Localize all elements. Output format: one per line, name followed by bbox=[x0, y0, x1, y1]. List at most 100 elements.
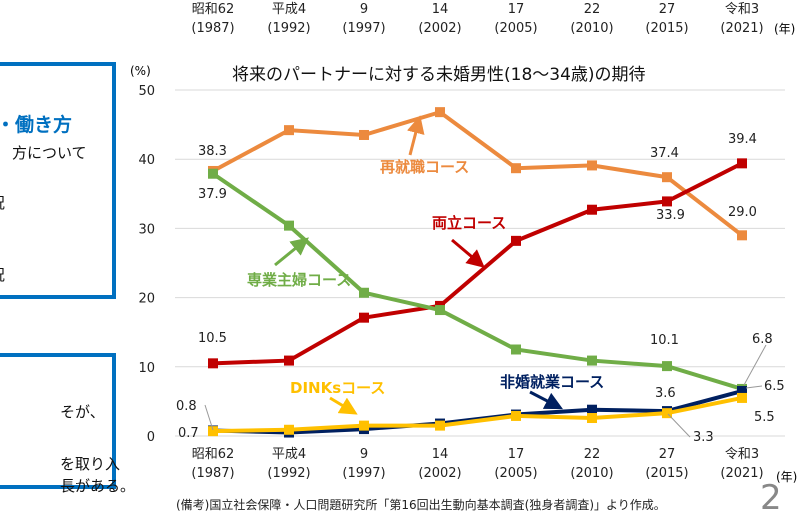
x-tick-label: 9 (1997) bbox=[329, 445, 399, 483]
x-tick-line: 27 bbox=[658, 2, 676, 17]
page-number: 2 bbox=[760, 478, 782, 518]
y-tick-label: 20 bbox=[138, 292, 155, 307]
x-tick-line: (1992) bbox=[267, 466, 311, 481]
data-point bbox=[737, 230, 747, 241]
data-point bbox=[737, 386, 747, 397]
data-label: 38.3 bbox=[198, 144, 227, 159]
data-point bbox=[359, 287, 369, 298]
data-point bbox=[587, 204, 597, 215]
data-point bbox=[359, 312, 369, 323]
x-tick-line: (2010) bbox=[570, 21, 614, 36]
data-point bbox=[662, 361, 672, 372]
data-point bbox=[208, 168, 218, 179]
x-tick-line: 平成4 bbox=[271, 2, 307, 17]
data-point bbox=[511, 235, 521, 246]
x-tick-line: (2002) bbox=[418, 21, 462, 36]
x-tick-line: (1997) bbox=[342, 21, 386, 36]
data-point bbox=[511, 344, 521, 355]
box-heading: ・働き方 bbox=[0, 114, 73, 136]
data-label: 37.9 bbox=[198, 187, 227, 202]
info-box-2: そが、 を取り入 長がある。 bbox=[0, 353, 135, 495]
x-tick-label: 27 (2015) bbox=[632, 0, 702, 38]
data-point bbox=[284, 355, 294, 366]
data-point bbox=[587, 404, 597, 415]
x-tick-line: 27 bbox=[658, 447, 676, 462]
x-tick-label: 昭和62 (1987) bbox=[178, 445, 248, 483]
x-tick-label: 14 (2002) bbox=[405, 445, 475, 483]
x-tick-line: 22 bbox=[583, 2, 601, 17]
x-tick-label: 27 (2015) bbox=[632, 445, 702, 483]
data-point bbox=[511, 163, 521, 174]
x-tick-label: 平成4 (1992) bbox=[254, 445, 324, 483]
x-tick-line: 令和3 bbox=[724, 447, 760, 462]
series-line bbox=[212, 109, 744, 237]
x-tick-line: (1997) bbox=[342, 466, 386, 481]
series-arrow bbox=[451, 238, 485, 268]
x-tick-label: 14 (2002) bbox=[405, 0, 475, 38]
data-point bbox=[511, 410, 521, 421]
y-tick-label: 0 bbox=[147, 430, 155, 445]
data-label: 6.5 bbox=[764, 379, 785, 394]
data-label: 0.7 bbox=[178, 426, 199, 441]
chart-title: 将来のパートナーに対する未婚男性(18〜34歳)の期待 bbox=[232, 65, 646, 85]
data-point bbox=[587, 413, 597, 424]
y-tick-label: 50 bbox=[138, 84, 155, 99]
leader-line bbox=[745, 385, 763, 389]
x-axis-unit: (年) bbox=[776, 470, 798, 484]
data-label: 33.9 bbox=[656, 208, 685, 223]
series-line bbox=[211, 172, 743, 391]
data-point bbox=[435, 420, 445, 431]
data-point bbox=[662, 172, 672, 183]
data-label: 39.4 bbox=[728, 132, 757, 147]
data-point bbox=[435, 107, 445, 118]
x-tick-label: 22 (2010) bbox=[557, 0, 627, 38]
box-line: 況 bbox=[0, 266, 5, 284]
data-point bbox=[208, 358, 218, 369]
series-arrow bbox=[407, 115, 425, 156]
x-tick-line: 令和3 bbox=[724, 2, 760, 17]
box-line: 方について bbox=[12, 144, 87, 162]
data-point bbox=[587, 355, 597, 366]
data-point bbox=[359, 129, 369, 140]
footnote: (備考)国立社会保障・人口問題研究所「第16回出生動向基本調査(独身者調査)」よ… bbox=[176, 498, 666, 512]
series-arrow bbox=[329, 396, 358, 415]
data-label: 29.0 bbox=[728, 205, 757, 220]
y-axis-unit: (%) bbox=[130, 64, 151, 78]
x-tick-line: (2005) bbox=[494, 466, 538, 481]
series-label: 両立コース bbox=[432, 214, 506, 232]
x-tick-line: 9 bbox=[359, 447, 369, 462]
data-point bbox=[737, 392, 747, 403]
data-label: 10.5 bbox=[198, 331, 227, 346]
x-tick-line: (2005) bbox=[494, 21, 538, 36]
x-tick-line: (2002) bbox=[418, 466, 462, 481]
data-label: 3.3 bbox=[693, 430, 714, 445]
series-label: DINKsコース bbox=[290, 379, 385, 397]
x-tick-label: 17 (2005) bbox=[481, 445, 551, 483]
data-point bbox=[662, 408, 672, 419]
data-point bbox=[737, 158, 747, 169]
x-tick-label: 平成4 (1992) bbox=[254, 0, 324, 38]
x-tick-line: (1987) bbox=[191, 21, 235, 36]
data-point bbox=[284, 220, 294, 231]
data-point bbox=[208, 426, 218, 437]
x-tick-label: 22 (2010) bbox=[557, 445, 627, 483]
info-box-1: ・働き方 方について 況 況 bbox=[0, 62, 116, 299]
x-tick-label: 令和3 (2021) bbox=[707, 445, 777, 483]
x-tick-line: (2015) bbox=[645, 21, 689, 36]
data-label: 3.6 bbox=[655, 386, 676, 401]
x-tick-line: (2015) bbox=[645, 466, 689, 481]
series-arrow bbox=[529, 390, 563, 410]
leader-line bbox=[204, 404, 214, 431]
box-line: そが、 bbox=[60, 403, 105, 421]
data-point bbox=[587, 160, 597, 171]
x-tick-line: (2021) bbox=[720, 21, 764, 36]
data-point bbox=[284, 424, 294, 435]
x-tick-label: 9 (1997) bbox=[329, 0, 399, 38]
series-label: 専業主婦コース bbox=[247, 271, 351, 289]
y-tick-label: 40 bbox=[138, 153, 155, 168]
y-tick-label: 30 bbox=[138, 222, 155, 237]
data-point bbox=[359, 420, 369, 431]
box-line: 長がある。 bbox=[60, 477, 136, 495]
series-label: 再就職コース bbox=[380, 158, 469, 176]
